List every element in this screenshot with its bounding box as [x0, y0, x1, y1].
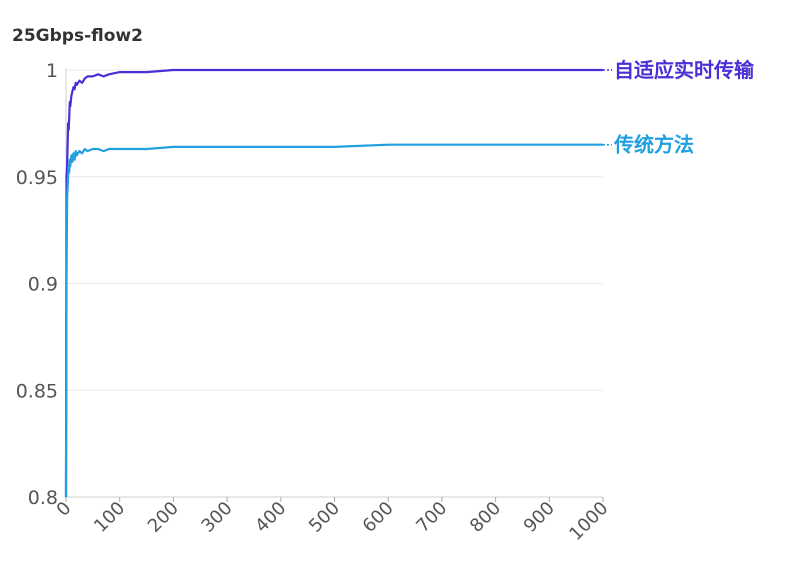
x-tick-label: 500 [305, 498, 344, 537]
y-tick-label: 0.95 [16, 167, 58, 189]
axes: 0.8 0.85 0.9 0.95 1 0 100 200 300 400 500 600 700 800… [16, 60, 613, 545]
y-tick-label: 0.85 [16, 380, 58, 402]
x-tick-label: 100 [90, 498, 129, 537]
series-line-1 [64, 143, 603, 498]
y-tick-label: 0.8 [28, 487, 58, 509]
x-tick-label: 400 [251, 498, 290, 537]
x-tick-label: 300 [197, 498, 236, 537]
x-tick-label: 0 [53, 498, 76, 521]
x-tick-label: 200 [144, 498, 183, 537]
y-tick-label: 0.9 [28, 274, 58, 296]
y-tick-label: 1 [46, 60, 58, 82]
chart-title: 25Gbps-flow2 [12, 26, 143, 46]
series-label-1: 传统方法 [613, 133, 694, 157]
x-tick-label: 800 [466, 498, 505, 537]
x-tick-label: 900 [520, 498, 559, 537]
x-tick-label: 1000 [565, 498, 612, 545]
series-line-0 [64, 68, 603, 498]
series-lines [64, 68, 603, 498]
series-label-0: 自适应实时传输 [614, 58, 755, 82]
x-tick-label: 600 [359, 498, 398, 537]
grid-lines [66, 69, 603, 498]
x-tick-label: 700 [412, 498, 451, 537]
